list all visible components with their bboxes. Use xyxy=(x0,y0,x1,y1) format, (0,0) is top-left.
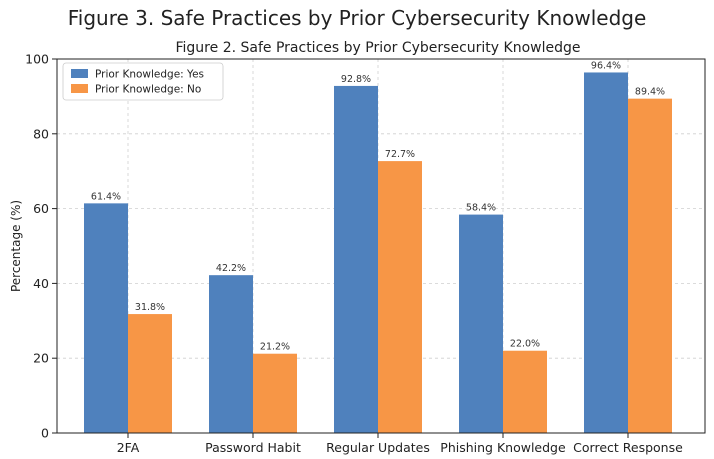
y-axis-label: Percentage (%) xyxy=(9,200,23,292)
data-label-no-2: 72.7% xyxy=(385,149,415,160)
bar-no-4 xyxy=(628,98,672,434)
bar-yes-1 xyxy=(209,275,253,433)
x-tick-label-3: Phishing Knowledge xyxy=(440,440,566,455)
x-tick-label-4: Correct Response xyxy=(573,440,683,455)
chart-title: Figure 2. Safe Practices by Prior Cybers… xyxy=(176,40,581,56)
bar-no-1 xyxy=(253,353,297,433)
data-label-yes-4: 96.4% xyxy=(591,60,621,71)
data-label-yes-2: 92.8% xyxy=(341,74,371,85)
data-label-no-4: 89.4% xyxy=(635,87,665,98)
x-tick-label-2: Regular Updates xyxy=(326,440,430,455)
plot-frame xyxy=(56,58,706,434)
legend-box xyxy=(62,62,224,101)
figure-title: Figure 3. Safe Practices by Prior Cybers… xyxy=(68,6,647,30)
data-labels: 61.4% 42.2% 92.8% 58.4% 96.4% 31.8% 21.2% 72.7%… xyxy=(91,60,665,352)
axes: 0 20 40 60 80 100 2FA Password Habit Regular Upd… xyxy=(25,52,706,455)
legend-label-no: Prior Knowledge: No xyxy=(95,84,201,96)
legend-label-yes: Prior Knowledge: Yes xyxy=(95,69,204,81)
bar-series xyxy=(84,72,672,434)
x-tick-label-1: Password Habit xyxy=(205,440,301,455)
y-tick-label-80: 80 xyxy=(33,126,49,141)
data-label-no-0: 31.8% xyxy=(135,302,165,313)
data-label-no-3: 22.0% xyxy=(510,339,540,350)
data-label-yes-1: 42.2% xyxy=(216,263,246,274)
data-label-yes-3: 58.4% xyxy=(466,203,496,214)
y-tick-label-60: 60 xyxy=(33,201,49,216)
legend: Prior Knowledge: Yes Prior Knowledge: No xyxy=(62,62,224,101)
y-tick-label-100: 100 xyxy=(25,52,49,67)
data-label-yes-0: 61.4% xyxy=(91,191,121,202)
bar-yes-3 xyxy=(459,214,503,433)
y-tick-label-0: 0 xyxy=(41,426,49,441)
bar-no-2 xyxy=(378,161,422,434)
bar-yes-2 xyxy=(334,85,378,433)
data-label-no-1: 21.2% xyxy=(260,342,290,353)
x-tick-label-0: 2FA xyxy=(117,440,140,455)
legend-swatch-no xyxy=(71,84,88,93)
bar-yes-0 xyxy=(84,203,128,433)
bar-no-0 xyxy=(128,314,172,433)
y-tick-label-20: 20 xyxy=(33,351,49,366)
bar-no-3 xyxy=(503,350,547,433)
legend-swatch-yes xyxy=(71,69,88,78)
y-tick-label-40: 40 xyxy=(33,276,49,291)
bar-yes-4 xyxy=(584,72,628,434)
